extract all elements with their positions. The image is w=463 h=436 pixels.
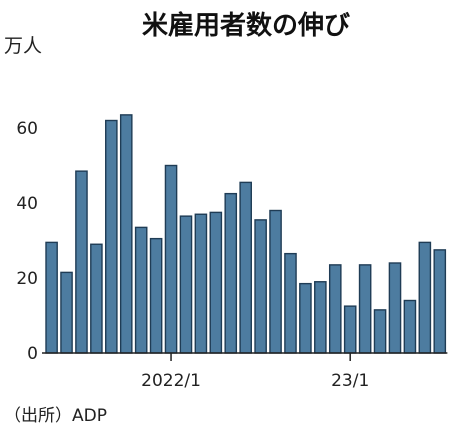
y-tick-label: 0 <box>27 344 38 364</box>
bar <box>299 282 312 354</box>
x-tick-label: 23/1 <box>331 371 369 391</box>
bar <box>90 243 103 354</box>
bar <box>343 305 357 354</box>
source-note: （出所）ADP <box>4 406 107 426</box>
bar <box>269 209 282 354</box>
unit-label: 万人 <box>4 35 42 57</box>
bar <box>239 181 252 354</box>
bar <box>60 271 73 354</box>
bar <box>209 211 223 354</box>
bar <box>314 281 327 354</box>
bar <box>403 299 417 354</box>
bar <box>284 252 297 354</box>
y-tick-label: 40 <box>16 194 38 214</box>
bar <box>45 241 58 354</box>
bar <box>75 170 88 354</box>
y-tick-label: 20 <box>16 269 38 289</box>
bar <box>149 237 163 354</box>
bars <box>45 114 447 354</box>
bar <box>119 114 133 354</box>
chart-title: 米雇用者数の伸び <box>142 10 350 41</box>
x-tick-label: 2022/1 <box>141 371 201 391</box>
bar <box>194 213 208 354</box>
bar <box>105 119 118 354</box>
y-axis-ticks: 0 20 40 60 <box>16 119 38 364</box>
bar <box>254 219 267 354</box>
x-axis-ticks: 2022/1 23/1 <box>141 353 369 391</box>
y-tick-label: 60 <box>16 119 38 139</box>
bar <box>388 262 402 354</box>
bar <box>179 215 193 354</box>
bar <box>224 192 238 354</box>
bar <box>373 309 387 354</box>
bar <box>418 241 432 354</box>
bar <box>433 249 447 354</box>
bar <box>134 226 148 354</box>
bar <box>358 264 372 354</box>
bar <box>164 164 178 354</box>
bar <box>328 264 342 354</box>
